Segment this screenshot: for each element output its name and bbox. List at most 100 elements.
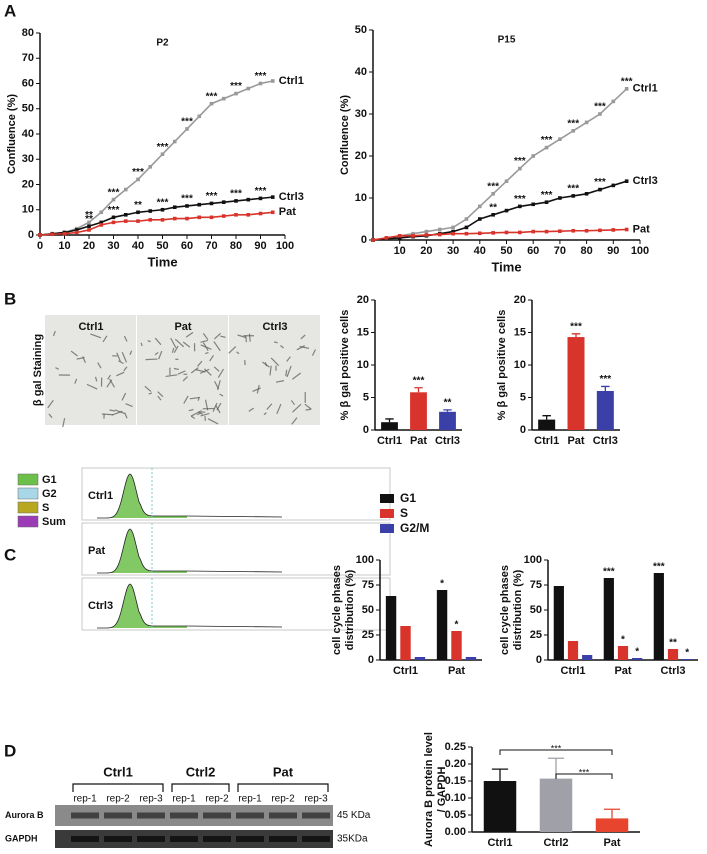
y-tick-label: 50 — [22, 103, 34, 115]
point — [465, 226, 469, 230]
image-label: Ctrl1 — [78, 321, 103, 333]
x-tick-label: 60 — [181, 240, 193, 252]
x-tick-label: Ctrl2 — [543, 837, 568, 849]
cell — [306, 409, 311, 410]
point — [197, 203, 201, 207]
y-tick-label: 60 — [22, 77, 34, 89]
point — [625, 179, 629, 183]
x-tick-label: 90 — [607, 245, 619, 257]
legend-swatch — [380, 524, 394, 533]
blot-band — [71, 813, 99, 819]
bar — [540, 779, 572, 832]
significance: *** — [413, 375, 425, 386]
point — [571, 229, 575, 233]
bar — [568, 641, 578, 660]
x-tick-label: 20 — [420, 245, 432, 257]
blot-band — [269, 836, 297, 842]
y-tick-label: 10 — [22, 204, 34, 216]
x-tick-label: 80 — [230, 240, 242, 252]
point — [425, 233, 429, 237]
y-axis-label: cell cycle phases — [331, 565, 343, 655]
y-tick-label: 0.25 — [445, 741, 466, 753]
significance: ** — [85, 214, 93, 225]
point — [491, 231, 495, 235]
bar — [451, 631, 461, 660]
point — [478, 231, 482, 235]
y-tick-label: 50 — [530, 604, 542, 616]
flow-sample-label: Ctrl3 — [88, 600, 113, 612]
y-tick-label: 0 — [536, 654, 542, 666]
blot-band — [104, 836, 132, 842]
series-label: Ctrl1 — [633, 83, 658, 95]
significance: *** — [157, 197, 169, 208]
x-tick-label: Ctrl3 — [660, 665, 685, 677]
blot-bracket — [172, 784, 229, 792]
y-tick-label: 0 — [363, 424, 369, 436]
blot-band — [236, 813, 264, 819]
significance: ** — [489, 202, 497, 213]
significance: *** — [230, 81, 242, 92]
point — [451, 226, 455, 230]
flow-legend-swatch — [18, 488, 38, 499]
bar — [582, 655, 592, 660]
y-tick-label: 75 — [530, 579, 542, 591]
chart-title: P2 — [156, 38, 169, 49]
blot-band — [203, 813, 231, 819]
point — [161, 208, 165, 212]
point — [398, 234, 402, 238]
bar — [596, 818, 628, 832]
x-tick-label: Pat — [603, 837, 620, 849]
point — [197, 115, 201, 119]
y-tick-label: 0 — [28, 229, 34, 241]
legend-label: G2/M — [400, 521, 429, 535]
point — [585, 192, 589, 196]
point — [124, 219, 128, 223]
panel-letter: C — [4, 545, 16, 564]
significance: *** — [108, 205, 120, 216]
point — [545, 146, 549, 150]
point — [161, 218, 165, 222]
point — [210, 216, 214, 220]
blot-band — [302, 813, 330, 819]
lane-label: rep-2 — [205, 794, 229, 805]
y-tick-label: 25 — [530, 629, 542, 641]
point — [63, 232, 67, 236]
error-bar — [492, 769, 508, 781]
bar — [386, 596, 396, 660]
point — [425, 230, 429, 234]
lane-label: rep-2 — [271, 794, 295, 805]
bar — [682, 659, 692, 660]
flow-legend-label: G2 — [42, 488, 57, 500]
significance: *** — [621, 76, 633, 87]
point — [598, 188, 602, 192]
blot-bracket — [73, 784, 163, 792]
series-line — [40, 81, 273, 235]
point — [558, 196, 562, 200]
significance: * — [621, 635, 625, 646]
bar — [439, 412, 456, 430]
point — [112, 221, 116, 225]
point — [438, 233, 442, 237]
significance: *** — [108, 187, 120, 198]
point — [612, 100, 616, 104]
flow-legend-swatch — [18, 516, 38, 527]
error-bar — [601, 386, 610, 391]
point — [185, 217, 189, 221]
blot-row-label: Aurora B — [5, 810, 44, 820]
point — [124, 213, 128, 217]
legend-label: S — [400, 506, 408, 520]
x-tick-label: 50 — [500, 245, 512, 257]
point — [112, 216, 116, 220]
point — [518, 205, 522, 209]
series-label: Pat — [633, 223, 650, 235]
blot-band — [104, 813, 132, 819]
x-tick-label: Ctrl3 — [435, 435, 460, 447]
x-tick-label: 90 — [254, 240, 266, 252]
bar — [466, 657, 476, 660]
flow-legend-swatch — [18, 502, 38, 513]
point — [148, 218, 152, 222]
comparison-label: *** — [579, 767, 590, 777]
point — [438, 228, 442, 232]
significance: ** — [444, 397, 452, 408]
x-tick-label: Ctrl1 — [393, 665, 418, 677]
